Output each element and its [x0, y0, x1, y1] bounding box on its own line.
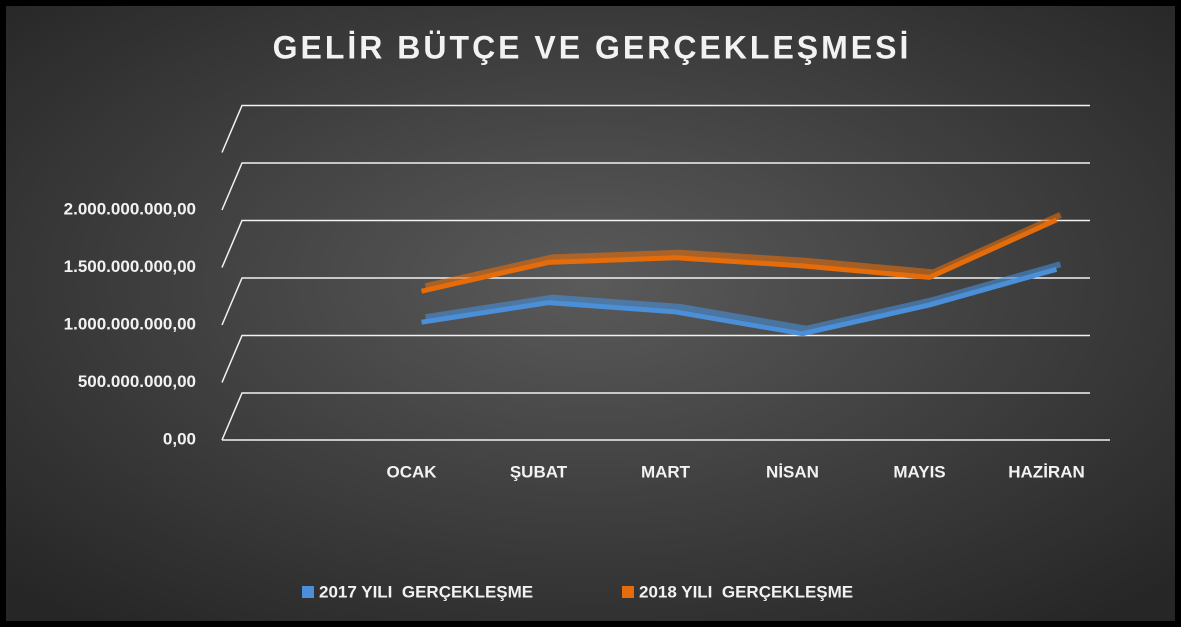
grid-line — [221, 162, 1090, 211]
x-tick-label: MAYIS — [893, 462, 945, 481]
x-tick-label: HAZİRAN — [1008, 462, 1085, 481]
y-tick-label: 500.000.000,00 — [78, 372, 196, 391]
grid-line — [221, 219, 1090, 268]
legend-swatch — [302, 586, 314, 598]
grid-line — [221, 104, 1090, 153]
y-tick-label: 2.000.000.000,00 — [64, 199, 196, 218]
grid-line — [221, 392, 1090, 441]
grid-line — [221, 277, 1090, 326]
series-line-depth — [425, 261, 1062, 332]
grid-line — [221, 334, 1090, 383]
series-line-depth — [424, 212, 1062, 290]
legend-label: 2017 YILI GERÇEKLEŞME — [319, 582, 533, 601]
y-tick-label: 0,00 — [163, 429, 196, 448]
x-tick-label: OCAK — [386, 462, 437, 481]
chart-background — [6, 6, 1175, 621]
y-tick-label: 1.000.000.000,00 — [64, 314, 196, 333]
x-tick-label: NİSAN — [766, 462, 819, 481]
series-line — [420, 217, 1058, 294]
legend-label: 2018 YILI GERÇEKLEŞME — [639, 582, 853, 601]
chart-title: GELİR BÜTÇE VE GERÇEKLEŞMESİ — [273, 29, 912, 65]
x-tick-label: ŞUBAT — [510, 462, 568, 481]
y-tick-label: 1.500.000.000,00 — [64, 257, 196, 276]
x-tick-label: MART — [641, 462, 691, 481]
series-line — [421, 266, 1058, 337]
legend-swatch — [622, 586, 634, 598]
